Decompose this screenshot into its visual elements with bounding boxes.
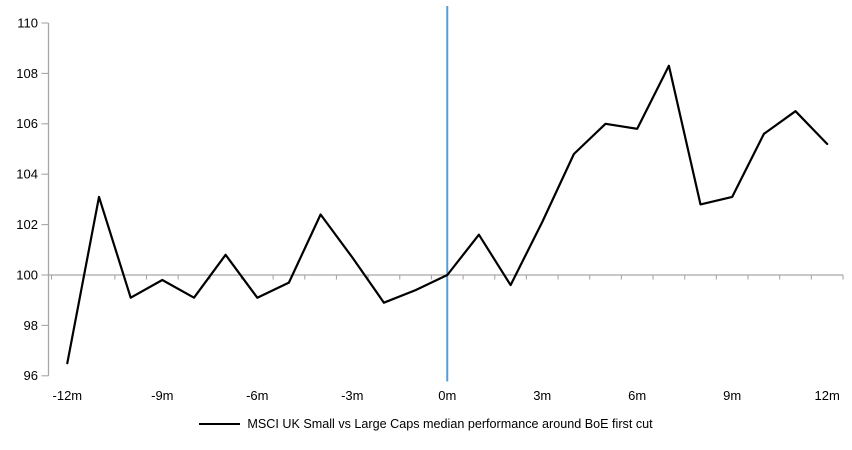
x-tick-label: -12m bbox=[53, 388, 83, 403]
y-tick-label: 98 bbox=[24, 318, 38, 333]
y-tick-label: 102 bbox=[16, 217, 38, 232]
y-tick-label: 110 bbox=[17, 15, 38, 30]
series-line bbox=[66, 64, 829, 365]
y-tick-label: 96 bbox=[24, 368, 38, 383]
y-tick-label: 100 bbox=[16, 267, 38, 282]
x-tick-label: 12m bbox=[815, 388, 840, 403]
legend: MSCI UK Small vs Large Caps median perfo… bbox=[0, 414, 852, 434]
x-tick-label: -6m bbox=[246, 388, 268, 403]
x-tick-label: 6m bbox=[628, 388, 646, 403]
x-tick-label: 0m bbox=[438, 388, 456, 403]
x-tick-label: 9m bbox=[723, 388, 741, 403]
x-tick-label: 3m bbox=[533, 388, 551, 403]
y-tick-label: 104 bbox=[16, 167, 38, 182]
legend-label: MSCI UK Small vs Large Caps median perfo… bbox=[247, 417, 653, 431]
x-tick-label: -3m bbox=[341, 388, 363, 403]
y-tick-label: 106 bbox=[16, 116, 38, 131]
y-tick-label: 108 bbox=[16, 66, 38, 81]
legend-line-sample bbox=[199, 422, 241, 426]
x-tick-label: -9m bbox=[151, 388, 173, 403]
